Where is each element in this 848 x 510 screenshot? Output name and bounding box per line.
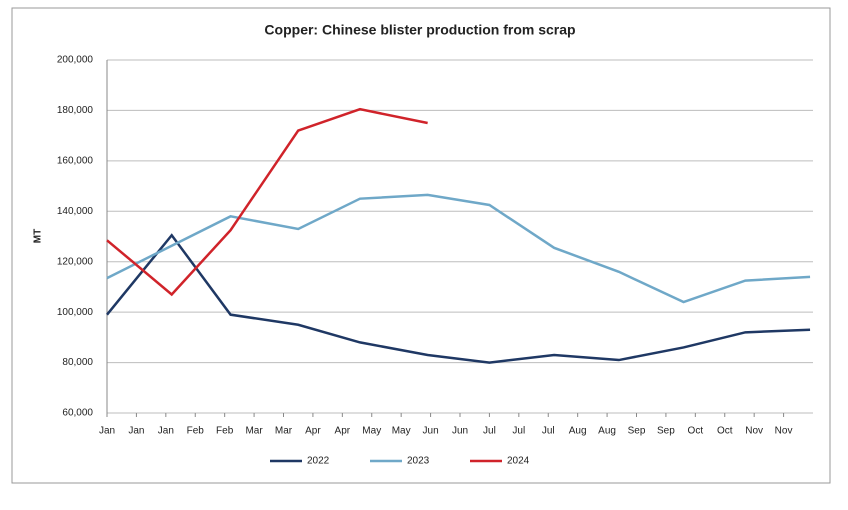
x-tick-label: Aug [569,426,587,437]
x-tick-label: Jun [423,426,439,437]
x-tick-label: Jul [542,426,555,437]
x-tick-label: Mar [275,426,293,437]
y-tick-label: 140,000 [57,206,94,217]
x-tick-label: Feb [216,426,234,437]
y-tick-label: 160,000 [57,155,94,166]
x-tick-label: Apr [335,426,351,437]
x-tick-label: Jan [128,426,144,437]
x-tick-label: Sep [657,426,675,437]
chart-title: Copper: Chinese blister production from … [264,22,575,38]
chart-border [11,7,831,484]
y-tick-label: 120,000 [57,256,94,267]
y-tick-label: 60,000 [62,408,93,419]
legend-label: 2022 [307,456,330,467]
y-tick-label: 80,000 [62,357,93,368]
y-tick-label: 180,000 [57,105,94,116]
x-tick-label: Jul [483,426,496,437]
x-tick-label: Jan [99,426,115,437]
legend-label: 2023 [407,456,430,467]
legend-label: 2024 [507,456,530,467]
series-line [106,193,811,304]
x-tick-label: Feb [187,426,205,437]
x-tick-label: Oct [717,426,733,437]
y-axis-label: MT [33,229,44,243]
x-tick-label: May [392,426,411,437]
x-tick-label: Mar [245,426,263,437]
x-tick-label: May [362,426,381,437]
x-tick-label: Oct [688,426,704,437]
y-tick-label: 100,000 [57,307,94,318]
x-tick-label: Nov [745,426,763,437]
series-line [106,233,811,364]
x-tick-label: Sep [628,426,646,437]
x-tick-label: Nov [775,426,793,437]
x-tick-label: Jan [158,426,174,437]
x-tick-label: Aug [598,426,616,437]
x-tick-label: Jul [512,426,525,437]
series-line [106,107,428,297]
y-tick-label: 200,000 [57,55,94,66]
x-tick-label: Jun [452,426,468,437]
x-tick-label: Apr [305,426,321,437]
